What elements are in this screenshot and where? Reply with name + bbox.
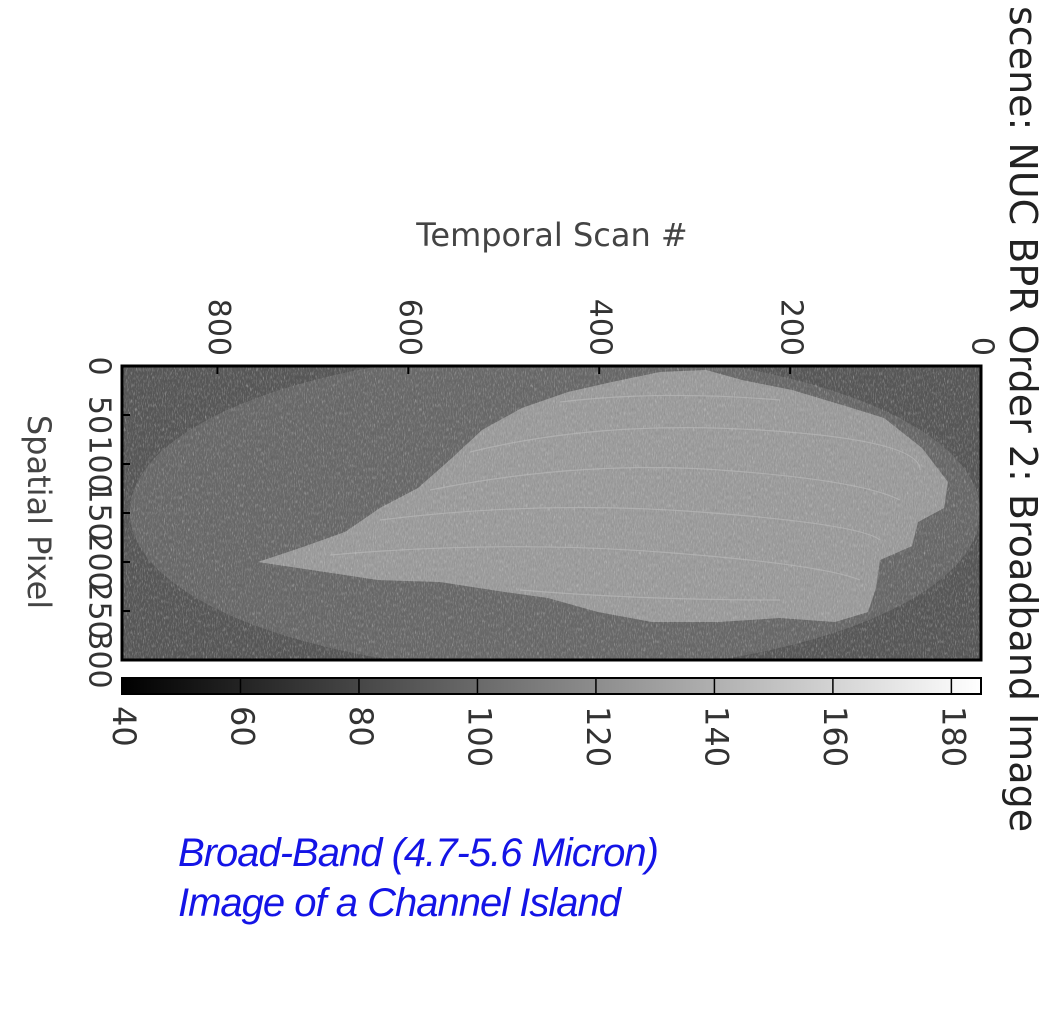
- y-tick-label: 50: [82, 396, 117, 434]
- y-tick-label: 150: [82, 484, 117, 541]
- x-tick-label: 800: [201, 299, 236, 356]
- colorbar-tick-label: 140: [697, 706, 735, 767]
- y-tick-label: 0: [82, 356, 117, 375]
- y-tick-label: 250: [82, 582, 117, 639]
- colorbar-tick-label: 80: [342, 706, 380, 747]
- ridge-line: [469, 427, 921, 471]
- caption: Broad-Band (4.7-5.6 Micron) Image of a C…: [178, 828, 818, 928]
- colorbar: [121, 677, 982, 695]
- y-tick-label: 100: [82, 435, 117, 492]
- heatmap-image: [122, 366, 981, 660]
- x-axis-ticks: 800 600 400 200 0: [201, 299, 1000, 374]
- island-ridges: [329, 394, 921, 601]
- y-tick-label: 200: [82, 533, 117, 590]
- ridge-line: [379, 506, 881, 541]
- x-tick-label: 200: [774, 299, 809, 356]
- colorbar-tick-label: 160: [816, 706, 854, 767]
- x-tick-label: 0: [965, 337, 1000, 356]
- colorbar-tick-label: 40: [105, 706, 143, 747]
- ridge-line: [559, 394, 781, 403]
- caption-line-1: Broad-Band (4.7-5.6 Micron): [178, 831, 659, 875]
- colorbar-tick-label: 100: [460, 706, 498, 767]
- x-tick-label: 400: [583, 299, 618, 356]
- x-tick-label: 600: [392, 299, 427, 356]
- y-tick-label: 300: [82, 631, 117, 688]
- ridge-line: [429, 466, 901, 501]
- colorbar-tick-label: 60: [223, 706, 261, 747]
- ridge-line: [519, 589, 781, 601]
- island-shape: [258, 370, 948, 622]
- colorbar-ticks: 40 60 80 100 120 140 160 180: [105, 678, 972, 767]
- colorbar-tick-label: 120: [579, 706, 617, 767]
- chart-title: scene: NUC BPR Order 2: Broadband Image: [1001, 6, 1044, 832]
- colorbar-tick-label: 180: [934, 706, 972, 767]
- caption-line-2: Image of a Channel Island: [178, 881, 621, 925]
- y-axis-label: Spatial Pixel: [20, 415, 58, 609]
- ridge-line: [329, 546, 861, 581]
- x-axis-label: Temporal Scan #: [415, 216, 687, 254]
